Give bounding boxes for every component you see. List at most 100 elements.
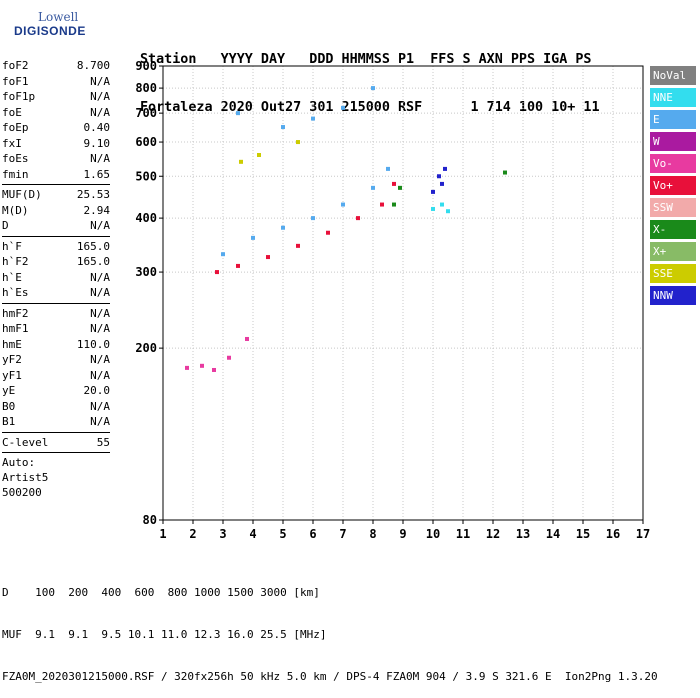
y-tick-label: 400 (135, 211, 157, 225)
y-tick-label: 900 (135, 59, 157, 73)
y-tick-label: 600 (135, 135, 157, 149)
param-value: N/A (90, 270, 110, 284)
param-value: 2.94 (83, 203, 111, 217)
param-value: 110.0 (76, 337, 110, 351)
param-name: foE (2, 105, 22, 119)
data-point-nnw (443, 166, 447, 171)
data-point-vo- (356, 216, 360, 221)
data-point-vo- (380, 202, 384, 207)
param-name: h`E (2, 270, 22, 284)
param-name: foF2 (2, 59, 29, 72)
param-value: N/A (90, 306, 110, 320)
data-point-nnw (440, 181, 444, 186)
data-point-e (311, 216, 315, 221)
param-row: yF2 N/A (2, 352, 110, 368)
param-name: h`Es (2, 286, 29, 299)
param-row: D N/A (2, 218, 110, 234)
data-point-sse (257, 152, 261, 157)
data-point-x- (392, 202, 396, 207)
separator (2, 184, 110, 185)
logo-lowell: Lowell (38, 10, 79, 24)
param-row: hmE 110.0 (2, 337, 110, 353)
parameter-panel: foF2 8.700 foF1 N/A foF1p N/A foE N/A foEp 0.40 fx… (2, 58, 110, 500)
param-value: 8.700 (76, 59, 110, 72)
x-tick-label: 7 (339, 527, 346, 541)
separator (2, 452, 110, 453)
param-name: h`F (2, 239, 22, 253)
param-value: N/A (90, 415, 110, 428)
y-tick-label: 300 (135, 265, 157, 279)
x-tick-label: 2 (189, 527, 196, 541)
param-row: yE 20.0 (2, 383, 110, 399)
x-tick-label: 16 (606, 527, 620, 541)
y-tick-label: 700 (135, 106, 157, 120)
separator (2, 431, 110, 433)
data-point-vo- (215, 270, 219, 275)
legend: NoVal NNE E W Vo- Vo+ SSW X- X+ SSE NNW (650, 66, 696, 308)
param-value: N/A (90, 322, 110, 335)
x-tick-label: 15 (576, 527, 590, 541)
x-tick-label: 3 (219, 527, 226, 541)
param-row: foEs N/A (2, 151, 110, 167)
y-tick-label: 800 (135, 81, 157, 95)
legend-item: E (650, 110, 696, 129)
param-row: B1 N/A (2, 414, 110, 430)
x-tick-label: 8 (369, 527, 376, 541)
param-value: 20.0 (83, 384, 111, 397)
param-name: yE (2, 384, 16, 397)
param-value: N/A (90, 90, 110, 103)
param-value: N/A (90, 219, 110, 232)
data-point-vo- (245, 336, 249, 341)
data-point-e (311, 116, 315, 121)
param-row: h`F2 165.0 (2, 254, 110, 270)
param-value: 55 (96, 435, 110, 449)
separator (2, 235, 110, 237)
legend-item: NNE (650, 88, 696, 107)
data-point-vo- (200, 363, 204, 368)
data-point-vo- (185, 365, 189, 370)
plot-frame (162, 65, 644, 521)
header-line-2: Fortaleza 2020 Out27 301 215000 RSF 1 71… (140, 100, 600, 115)
data-point-nne (440, 202, 444, 207)
param-row: foEp 0.40 (2, 120, 110, 136)
x-tick-label: 13 (516, 527, 530, 541)
data-point-nnw (437, 174, 441, 179)
param-row: B0 N/A (2, 399, 110, 415)
ionogram-plot: 1 2 3 4 5 6 7 8 9 10 11 12 13 14 15 16 17802003004005006… (135, 59, 650, 541)
data-point-e (221, 252, 225, 257)
param-name: yF1 (2, 368, 22, 382)
separator (2, 302, 110, 304)
param-value: 9.10 (83, 136, 111, 150)
legend-item: W (650, 132, 696, 151)
x-tick-label: 5 (279, 527, 286, 541)
data-point-nne (431, 206, 435, 211)
param-value: N/A (90, 399, 110, 413)
param-row: fmin 1.65 (2, 167, 110, 183)
param-name: D (2, 219, 9, 232)
footer-line-muf: MUF 9.1 9.1 9.5 10.1 11.0 12.3 16.0 25.5… (2, 628, 327, 641)
param-name: M(D) (2, 203, 29, 217)
param-name: fmin (2, 167, 29, 181)
param-row: foF2 8.700 (2, 58, 110, 74)
param-name: h`F2 (2, 255, 29, 268)
param-value: 165.0 (76, 239, 110, 253)
param-value: 25.53 (76, 188, 110, 201)
data-point-x- (503, 170, 507, 175)
param-name: yF2 (2, 353, 22, 366)
x-tick-label: 12 (486, 527, 500, 541)
param-value: N/A (90, 286, 110, 299)
legend-item: Vo- (650, 154, 696, 173)
x-tick-label: 1 (159, 527, 166, 541)
param-name: foEs (2, 152, 29, 165)
data-point-e (386, 166, 390, 171)
legend-item: X- (650, 220, 696, 239)
param-row: foF1 N/A (2, 74, 110, 90)
param-row: foF1p N/A (2, 89, 110, 105)
legend-item: NNW (650, 286, 696, 305)
y-tick-label: 80 (143, 513, 157, 527)
legend-item: Vo+ (650, 176, 696, 195)
data-point-nnw (431, 189, 435, 194)
param-name: fxI (2, 136, 22, 150)
data-point-vo- (212, 367, 216, 372)
data-point-vo- (266, 255, 270, 260)
